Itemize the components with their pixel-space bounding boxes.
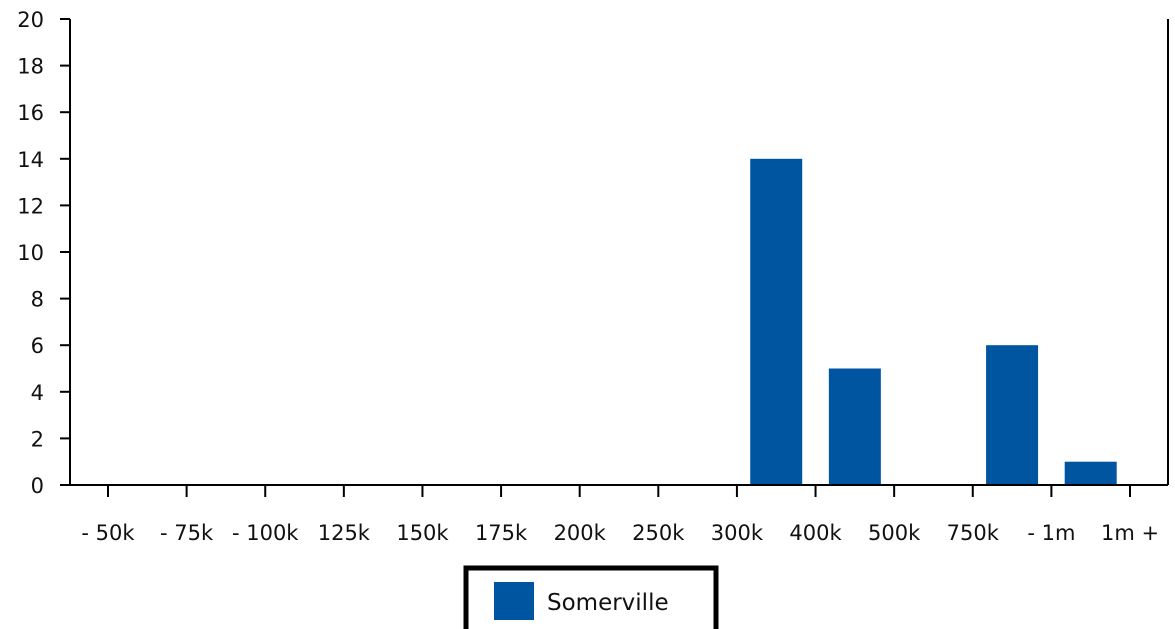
y-tick-label: 4 (31, 381, 44, 405)
y-tick-label: 0 (31, 474, 44, 498)
x-tick-label: 300k (711, 521, 764, 545)
y-tick-label: 6 (31, 334, 44, 358)
legend: Somerville (463, 565, 719, 629)
x-tick-label: 500k (868, 521, 921, 545)
x-tick-label: 750k (947, 521, 1000, 545)
x-axis-ticks: - 50k - 75k - 100k 125k 150k 175k 200k 250k 300k… (81, 485, 1159, 545)
y-tick-label: 18 (17, 55, 44, 79)
y-tick-label: 20 (17, 8, 44, 32)
x-tick-label: 1m + (1101, 521, 1159, 545)
x-tick-label: - 75k (160, 521, 214, 545)
bar (828, 368, 881, 485)
legend-label: Somerville (547, 590, 669, 616)
x-tick-label: 250k (632, 521, 685, 545)
bar (750, 158, 803, 486)
x-tick-label: - 100k (232, 521, 299, 545)
y-tick-label: 16 (17, 101, 44, 125)
x-tick-label: 200k (554, 521, 607, 545)
x-tick-label: - 50k (81, 521, 135, 545)
bars (750, 158, 1117, 486)
y-tick-label: 2 (31, 427, 44, 451)
x-tick-label: 150k (396, 521, 449, 545)
legend-swatch (494, 582, 534, 620)
y-axis-ticks: 0 2 4 6 8 10 12 14 16 18 20 (17, 8, 70, 498)
y-tick-label: 8 (31, 288, 44, 312)
bar (1064, 461, 1117, 485)
y-tick-label: 10 (17, 241, 44, 265)
y-tick-label: 14 (17, 148, 44, 172)
x-tick-label: 400k (789, 521, 842, 545)
bar (986, 345, 1039, 485)
x-tick-label: - 1m (1027, 521, 1075, 545)
x-tick-label: 175k (475, 521, 528, 545)
x-tick-label: 125k (318, 521, 371, 545)
y-tick-label: 12 (17, 194, 44, 218)
